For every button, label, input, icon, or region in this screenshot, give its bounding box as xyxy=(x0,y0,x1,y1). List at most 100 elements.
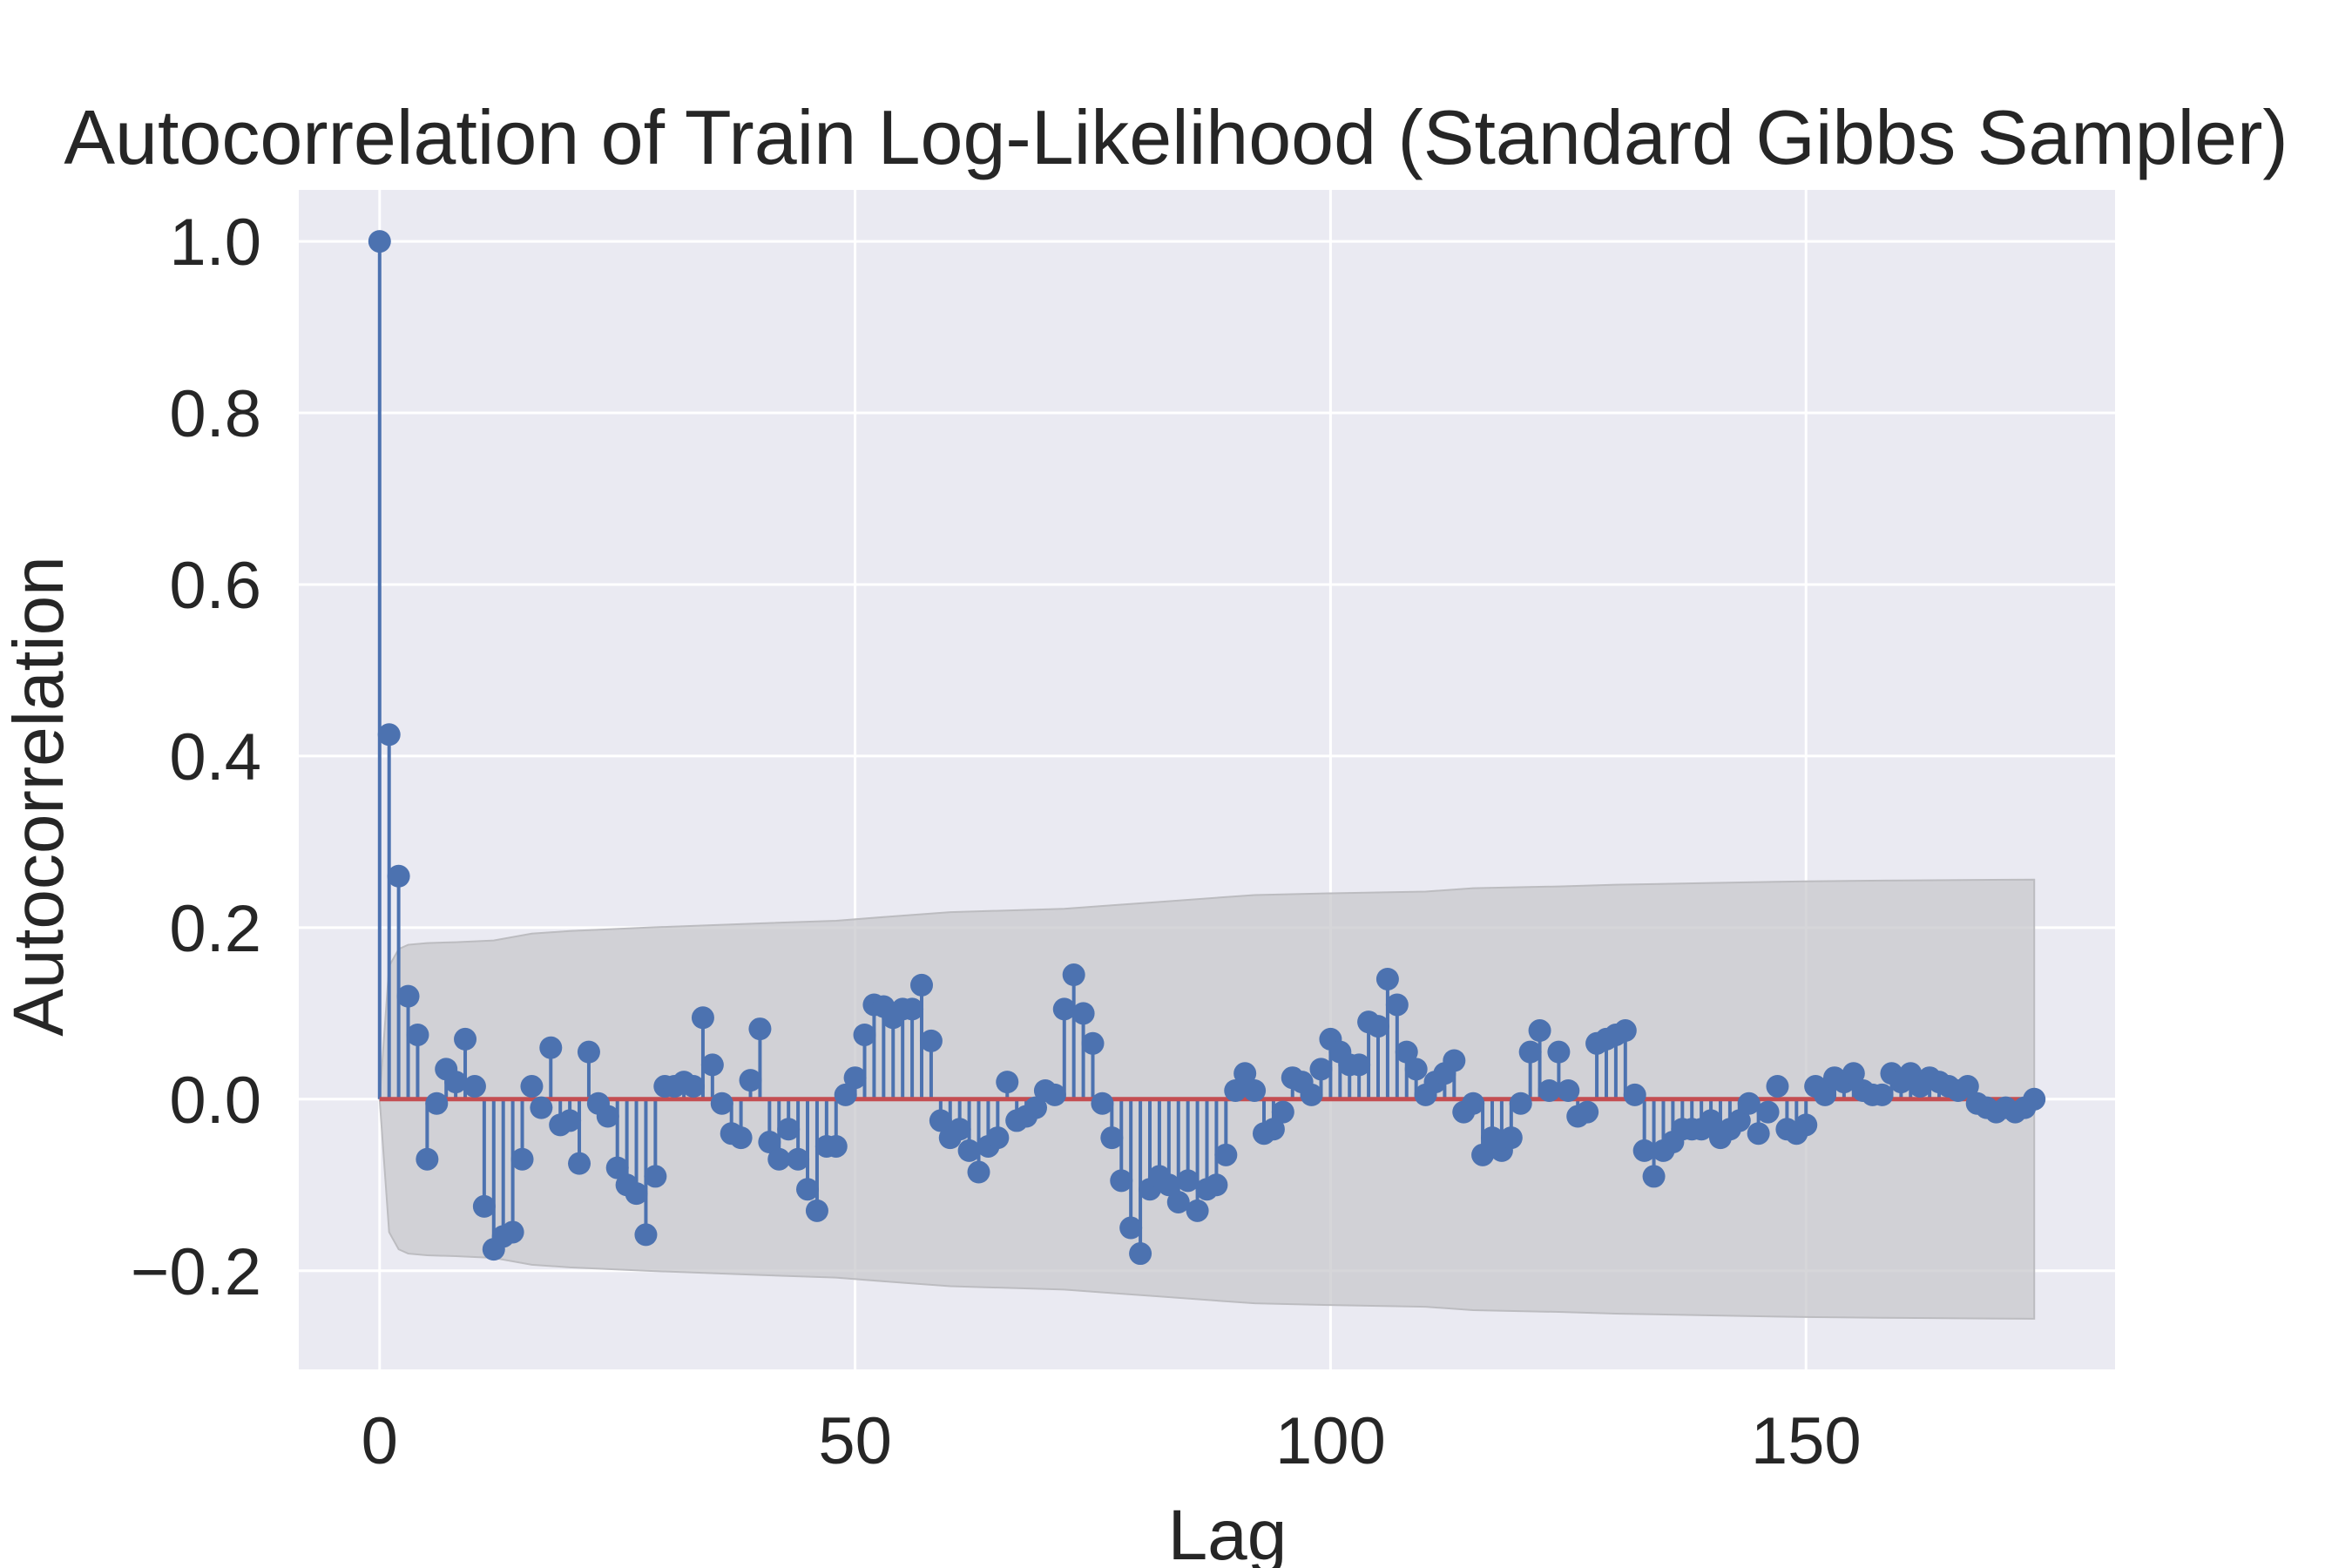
stem-marker xyxy=(843,1066,867,1090)
stem-marker xyxy=(748,1017,772,1041)
gridlines xyxy=(299,190,2115,1369)
y-tick-label: −0.2 xyxy=(131,1235,261,1309)
stem-marker xyxy=(777,1118,801,1141)
stem-marker xyxy=(1395,1040,1418,1064)
stem-marker xyxy=(1261,1118,1285,1141)
stem-marker xyxy=(1471,1143,1495,1166)
stem-marker xyxy=(568,1152,591,1175)
stem-marker xyxy=(1366,1015,1389,1038)
stem-marker xyxy=(682,1075,706,1098)
stem-marker xyxy=(1166,1190,1190,1213)
stem-marker xyxy=(463,1075,486,1098)
x-tick-label: 0 xyxy=(362,1404,398,1478)
stem-marker xyxy=(1052,997,1076,1021)
stem-marker xyxy=(805,1199,828,1222)
stem-marker xyxy=(501,1220,524,1244)
stem-marker xyxy=(634,1223,658,1247)
stem-marker xyxy=(1842,1062,1865,1085)
stem-marker xyxy=(1214,1143,1238,1166)
y-tick-label: 1.0 xyxy=(169,206,261,280)
stem-marker xyxy=(1100,1126,1124,1150)
stem-marker xyxy=(1129,1242,1152,1266)
stem-marker xyxy=(1727,1109,1751,1132)
stem-marker xyxy=(1737,1092,1761,1115)
stem-marker xyxy=(1375,967,1399,990)
stem-marker xyxy=(406,1023,429,1046)
stem-marker xyxy=(530,1096,553,1119)
x-tick-label: 150 xyxy=(1751,1404,1862,1478)
stem-marker xyxy=(1756,1100,1780,1124)
stem-marker xyxy=(691,1006,714,1030)
x-tick-label: 100 xyxy=(1275,1404,1386,1478)
stem-marker xyxy=(596,1105,619,1128)
stem-marker xyxy=(1528,1019,1551,1043)
stem-marker xyxy=(787,1147,810,1171)
y-tick-label: 0.4 xyxy=(169,720,261,794)
stem-marker xyxy=(444,1071,468,1094)
stem-marker xyxy=(454,1027,477,1051)
stem-marker xyxy=(1613,1019,1637,1043)
stem-marker xyxy=(1956,1075,1979,1098)
stem-marker xyxy=(396,984,420,1008)
stem-marker xyxy=(1576,1100,1599,1124)
stem-marker xyxy=(605,1156,629,1179)
stem-marker xyxy=(1794,1113,1818,1137)
stem-marker xyxy=(1119,1216,1143,1240)
stem-marker xyxy=(767,1147,791,1171)
stem-marker xyxy=(1700,1109,1723,1132)
stem-marker xyxy=(824,1134,848,1158)
stem-marker xyxy=(1176,1169,1200,1193)
stem-marker xyxy=(1747,1122,1770,1146)
chart-title: Autocorrelation of Train Log-Likelihood … xyxy=(64,94,2288,180)
stem-marker xyxy=(2023,1087,2046,1111)
stem-marker xyxy=(377,723,401,747)
y-tick-label: 0.6 xyxy=(169,549,261,623)
stem-marker xyxy=(1205,1173,1228,1197)
stem-marker xyxy=(1091,1092,1114,1115)
stem-marker xyxy=(853,1023,876,1046)
stem-marker xyxy=(996,1071,1019,1094)
stem-marker xyxy=(1814,1083,1837,1106)
x-axis-label: Lag xyxy=(1168,1496,1288,1568)
stem-marker xyxy=(1309,1058,1333,1081)
stem-marker xyxy=(416,1147,439,1171)
y-tick-label: 0.8 xyxy=(169,377,261,451)
stem-marker xyxy=(929,1109,952,1132)
stem-marker xyxy=(1233,1062,1257,1085)
stem-marker xyxy=(1348,1053,1371,1077)
stem-marker xyxy=(1081,1031,1105,1055)
stem-marker xyxy=(1043,1083,1066,1106)
stem-marker xyxy=(1243,1078,1267,1102)
stem-marker xyxy=(758,1131,781,1154)
stem-marker xyxy=(1062,963,1085,987)
stem-marker xyxy=(1642,1165,1666,1188)
x-tick-label: 50 xyxy=(818,1404,892,1478)
stem-marker xyxy=(558,1109,582,1132)
stem-marker xyxy=(1404,1058,1428,1081)
stem-marker xyxy=(425,1092,449,1115)
stem-marker xyxy=(710,1092,733,1115)
stem-marker xyxy=(834,1083,857,1106)
stem-marker xyxy=(1443,1049,1466,1072)
stem-marker xyxy=(1632,1139,1656,1162)
y-tick-label: 0.2 xyxy=(169,892,261,966)
stem-marker xyxy=(1385,993,1409,1017)
stem-marker xyxy=(1224,1078,1247,1102)
stem-marker xyxy=(1518,1040,1542,1064)
y-tick-label: 0.0 xyxy=(169,1064,261,1138)
stem-marker xyxy=(510,1147,534,1171)
stem-marker xyxy=(796,1178,820,1201)
stem-marker xyxy=(1557,1078,1580,1102)
stem-marker xyxy=(919,1029,943,1052)
stem-marker xyxy=(948,1118,971,1141)
stem-marker xyxy=(986,1126,1010,1150)
stem-marker xyxy=(387,864,410,888)
stem-marker xyxy=(1623,1083,1646,1106)
stem-marker xyxy=(967,1160,990,1184)
stem-marker xyxy=(1157,1173,1180,1197)
stem-marker xyxy=(1186,1199,1209,1222)
y-axis-label: Autocorrelation xyxy=(0,556,78,1037)
stem-marker xyxy=(957,1139,981,1162)
stem-marker xyxy=(539,1036,563,1059)
